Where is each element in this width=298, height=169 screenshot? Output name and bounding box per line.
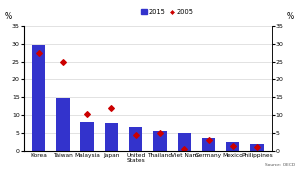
Point — [60, 60, 65, 63]
Bar — [105, 123, 118, 151]
Point — [36, 51, 41, 54]
Bar — [32, 45, 45, 151]
Point — [255, 145, 260, 148]
Point — [158, 132, 162, 135]
Bar — [202, 138, 215, 151]
Point — [109, 107, 114, 110]
Bar — [250, 144, 264, 151]
Point — [182, 147, 187, 150]
Point — [206, 139, 211, 142]
Point — [85, 113, 89, 116]
Text: %: % — [287, 12, 294, 21]
Point — [230, 144, 235, 147]
Text: %: % — [4, 12, 11, 21]
Bar — [178, 133, 191, 151]
Bar — [153, 131, 167, 151]
Point — [133, 134, 138, 136]
Bar — [129, 127, 142, 151]
Bar — [80, 122, 94, 151]
Bar — [226, 142, 240, 151]
Text: Source: OECD: Source: OECD — [265, 163, 295, 167]
Legend: 2015, 2005: 2015, 2005 — [139, 6, 197, 18]
Bar — [56, 99, 69, 151]
